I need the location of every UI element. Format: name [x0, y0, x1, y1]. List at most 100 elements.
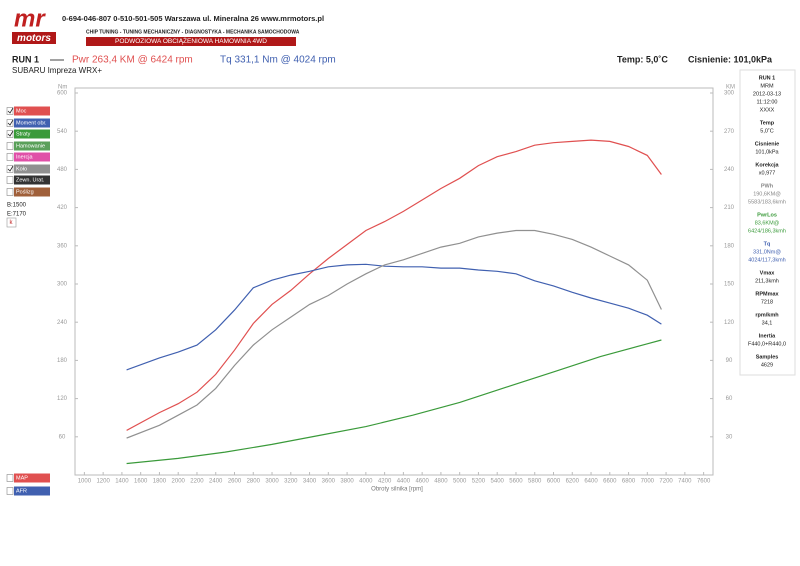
x-tick-label: 7600 — [697, 479, 711, 485]
plot-area — [74, 87, 714, 476]
legend-label: Straty — [16, 131, 31, 137]
y-axis-label: Nm — [58, 85, 67, 91]
services: CHIP TUNING - TUNING MECHANICZNY - DIAGN… — [86, 29, 300, 35]
x-tick-label: 1200 — [96, 479, 110, 485]
info-text: PWh — [761, 183, 774, 189]
series-line — [126, 139, 662, 431]
legend-label: Inercja — [16, 154, 33, 160]
y2-tick-label: 90 — [726, 358, 733, 364]
info-text: x0,977 — [759, 170, 776, 176]
x-tick-label: 2800 — [247, 479, 261, 485]
begin-rpm: B:1500 — [7, 203, 27, 209]
info-text: 4024/117,3kmh — [748, 257, 786, 263]
info-text: 11:12:00 — [756, 99, 777, 105]
y-tick-label: 540 — [57, 129, 68, 135]
info-text: 5,0˚C — [760, 127, 773, 134]
legend-checkbox — [6, 107, 14, 115]
legend-check — [7, 119, 14, 126]
x-tick-label: 5800 — [528, 479, 542, 485]
y-tick-label: 180 — [57, 358, 68, 364]
y-tick-label: 120 — [57, 396, 68, 402]
x-axis-label: Obroty silnika [rpm] — [371, 487, 423, 493]
info-text: Temp — [760, 120, 775, 126]
legend-swatch — [14, 486, 50, 496]
legend-checkbox — [6, 119, 14, 127]
info-text: RUN 1 — [759, 75, 776, 81]
y2-tick-label: 240 — [724, 167, 735, 173]
info-text: Cisnienie — [755, 141, 779, 147]
legend-checkbox — [6, 165, 14, 173]
x-tick-label: 7000 — [641, 479, 655, 485]
y2-tick-label: 30 — [726, 434, 733, 440]
x-tick-label: 6000 — [547, 479, 561, 485]
y-tick-label: 420 — [57, 205, 68, 211]
legend-check — [7, 165, 14, 172]
x-tick-label: 3800 — [340, 479, 354, 485]
info-text: 6424/186,3kmh — [748, 228, 786, 234]
x-tick-label: 5600 — [509, 479, 523, 485]
info-text: 4629 — [761, 362, 773, 368]
info-text: RPMmax — [755, 291, 779, 297]
series-line — [126, 339, 662, 465]
x-tick-label: 5000 — [453, 479, 467, 485]
info-text: 2012-03-13 — [753, 91, 781, 97]
legend-swatch — [14, 141, 50, 151]
bottom-legend-label: MAP — [16, 475, 28, 481]
bottom-legend-label: AFR — [16, 488, 27, 494]
y-tick-label: 240 — [57, 320, 68, 326]
contact: 0-694-046-807 0-510-501-505 Warszawa ul.… — [62, 14, 324, 23]
x-tick-label: 3600 — [322, 479, 336, 485]
banner-band — [86, 37, 296, 46]
info-text: XXXX — [760, 107, 775, 113]
x-tick-label: 3400 — [303, 479, 317, 485]
legend-checkbox — [6, 142, 14, 150]
x-tick-label: 2400 — [209, 479, 223, 485]
info-text: Samples — [756, 354, 779, 360]
info-text: rpm/kmh — [755, 312, 779, 318]
temp: Temp: 5,0˚C — [617, 54, 668, 64]
legend-check — [7, 107, 14, 114]
legend-swatch — [14, 118, 50, 128]
logo-band — [12, 32, 56, 44]
tq-summary: Tq 331,1 Nm @ 4024 rpm — [220, 55, 336, 66]
y-tick-label: 360 — [57, 243, 68, 249]
x-tick-label: 2200 — [190, 479, 204, 485]
info-text: 83,6KM@ — [755, 220, 780, 226]
legend-check — [7, 130, 14, 137]
vehicle: SUBARU Impreza WRX+ — [12, 66, 102, 75]
x-tick-label: 4400 — [397, 479, 411, 485]
legend-checkbox — [6, 487, 14, 495]
x-tick-label: 7400 — [678, 479, 692, 485]
x-tick-label: 5400 — [491, 479, 505, 485]
info-text: 34,1 — [762, 320, 773, 326]
info-text: 101,0kPa — [755, 149, 779, 155]
legend-swatch — [14, 164, 50, 174]
info-text: 5583/183,6kmh — [748, 199, 786, 205]
info-text: PwrLos — [757, 212, 777, 218]
y2-tick-label: 300 — [724, 91, 735, 97]
x-tick-label: 3000 — [265, 479, 279, 485]
legend-swatch — [14, 175, 50, 185]
pressure: Cisnienie: 101,0kPa — [688, 54, 773, 64]
x-tick-label: 5200 — [472, 479, 486, 485]
series-line — [126, 263, 662, 371]
legend-checkbox — [6, 176, 14, 184]
x-tick-label: 1400 — [115, 479, 129, 485]
legend-swatch — [14, 187, 50, 197]
legend-checkbox — [6, 188, 14, 196]
info-text: 331,0Nm@ — [753, 249, 781, 255]
info-text: 190,6KM@ — [753, 191, 781, 197]
legend-label: Zewn. Urat. — [16, 177, 45, 183]
info-text: Tq — [764, 241, 771, 247]
y-tick-label: 300 — [57, 282, 68, 288]
y2-tick-label: 120 — [724, 320, 735, 326]
legend-label: Poślizg — [16, 189, 34, 195]
x-tick-label: 4000 — [359, 479, 373, 485]
info-text: Vmax — [760, 270, 776, 276]
x-tick-label: 1000 — [78, 479, 92, 485]
x-tick-label: 6600 — [603, 479, 617, 485]
x-tick-label: 4800 — [434, 479, 448, 485]
x-tick-label: 4200 — [378, 479, 392, 485]
legend-swatch — [14, 106, 50, 116]
y2-tick-label: 180 — [724, 243, 735, 249]
